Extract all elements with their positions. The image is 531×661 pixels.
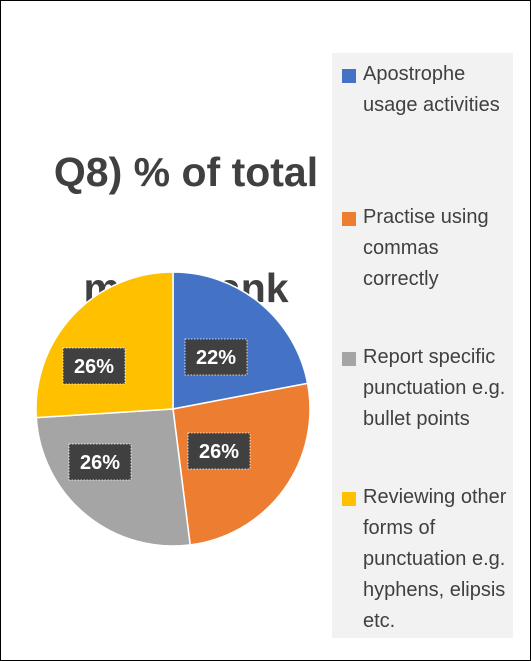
- legend-swatch-yellow: [342, 492, 356, 506]
- data-label-reviewing: 26%: [62, 347, 126, 385]
- data-label-report: 26%: [68, 443, 132, 481]
- legend-label-report: Report specific punctuation e.g. bullet …: [363, 346, 506, 430]
- data-label-text: 26%: [80, 452, 120, 474]
- legend-swatch-gray: [342, 352, 356, 366]
- data-label-background: [62, 347, 126, 385]
- legend-label-apostrophe: Apostrophe usage activities: [363, 63, 500, 116]
- data-label-apostrophe: 22%: [184, 338, 248, 376]
- legend-label-commas: Practise using commas correctly: [363, 206, 489, 290]
- legend-background: [332, 53, 513, 638]
- data-label-text: 26%: [199, 441, 239, 463]
- chart-title-line-1: Q8) % of total: [53, 149, 319, 195]
- legend-swatch-orange: [342, 212, 356, 226]
- data-label-background: [184, 338, 248, 376]
- data-label-background: [68, 443, 132, 481]
- data-label-background: [187, 432, 251, 470]
- legend-swatch-blue: [342, 69, 356, 83]
- data-label-text: 26%: [74, 356, 114, 378]
- data-label-text: 22%: [196, 347, 236, 369]
- pie-slice-reviewing: [35, 271, 174, 419]
- data-label-commas: 26%: [187, 432, 251, 470]
- legend-label-reviewing: Reviewing other forms of punctuation e.g…: [363, 486, 507, 632]
